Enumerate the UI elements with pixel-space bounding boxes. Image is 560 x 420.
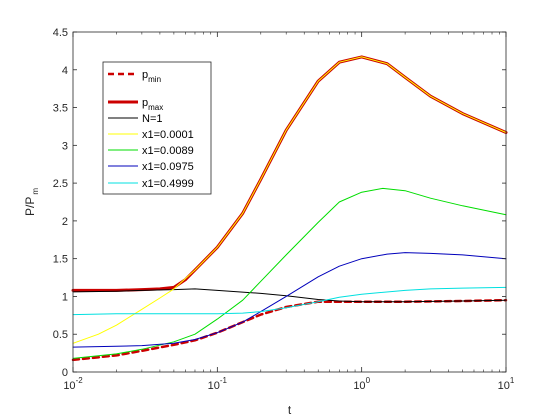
y-axis-label: P/P m <box>23 188 40 216</box>
x-axis-label: t <box>288 403 292 417</box>
legend-label-5: x1=0.0975 <box>142 161 194 173</box>
y-tick-label: 1.5 <box>53 254 68 266</box>
y-axis-label-sub: m <box>31 188 40 195</box>
legend-label-6: x1=0.4999 <box>142 178 194 190</box>
plot-frame <box>72 31 507 373</box>
y-tick-label: 0 <box>62 367 68 379</box>
ticks-layer: 0 0.5 1 1.5 2 2.5 3 3.5 4 4.5 10-2 10-1 100 101 <box>53 27 515 392</box>
y-tick-label: 3.5 <box>53 103 68 115</box>
y-axis-label-main: P/P <box>23 197 37 216</box>
series-layer <box>71 55 508 362</box>
x-tick-label: 10-1 <box>208 376 228 392</box>
y-tick-label: 1 <box>62 291 68 303</box>
y-tick-label: 4 <box>62 65 68 77</box>
series-line-5 <box>72 252 507 348</box>
y-tick-label: 2 <box>62 216 68 228</box>
y-tick-label: 0.5 <box>53 329 68 341</box>
y-tick-label: 2.5 <box>53 178 68 190</box>
legend-label-4: x1=0.0089 <box>142 145 194 157</box>
series-line-3 <box>72 56 507 344</box>
legend-label-0: pmin <box>142 69 161 84</box>
legend-label-1: pmax <box>142 97 163 112</box>
x-tick-label: 101 <box>498 376 515 392</box>
y-tick-label: 4.5 <box>53 27 68 39</box>
legend-label-2: N=1 <box>142 113 163 125</box>
x-tick-label: 10-2 <box>63 376 83 392</box>
legend-box <box>102 61 212 195</box>
y-tick-label: 3 <box>62 140 68 152</box>
series-line-6 <box>72 286 507 316</box>
series-line-2 <box>72 288 507 303</box>
x-tick-label: 100 <box>353 376 370 392</box>
legend-label-3: x1=0.0001 <box>142 129 194 141</box>
